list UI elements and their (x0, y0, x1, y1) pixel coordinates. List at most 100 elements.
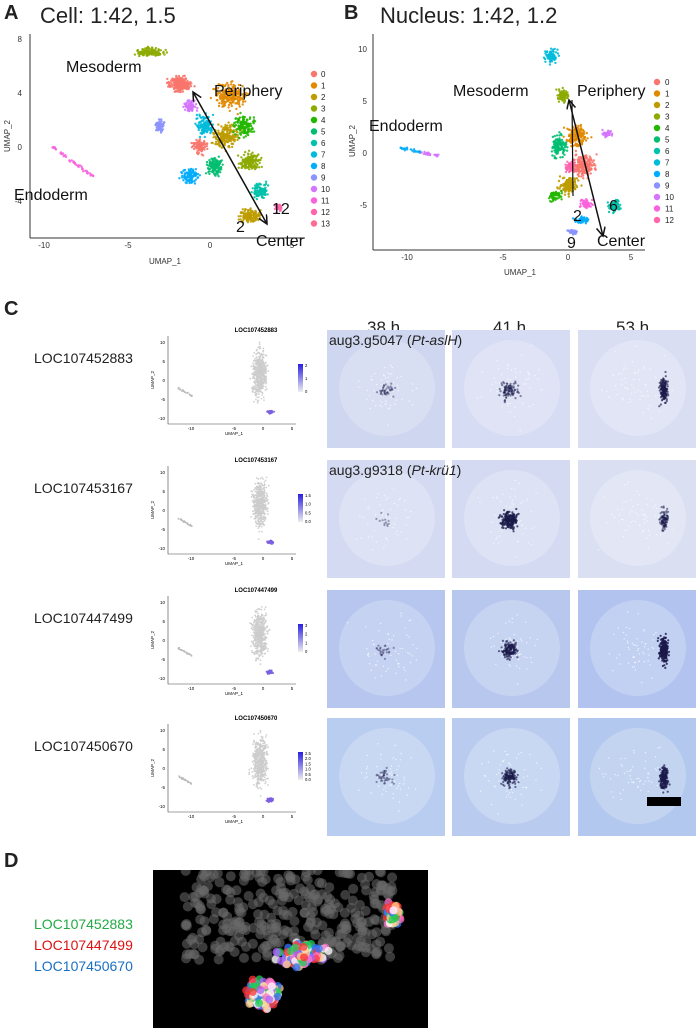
panel-c-letter: C (4, 298, 19, 320)
panel-a-title: Cell: 1:42, 1.5 (40, 3, 176, 28)
b-cluster2-label: 2 (573, 208, 582, 225)
b-xtick: -5 (499, 253, 507, 262)
c-colorbar-tick: 2 (305, 363, 308, 368)
c-mini-xlabel: UMAP_1 (225, 819, 244, 824)
c-mini-ytick: 5 (162, 619, 165, 624)
b-ytick: -5 (360, 201, 368, 210)
d-gene-label-red: LOC107447499 (34, 937, 133, 953)
panel-b-point-cloud (399, 47, 622, 236)
b-mesoderm-label: Mesoderm (453, 83, 529, 100)
c-mini-xtick: 5 (291, 556, 294, 561)
c-mini-ytick: 10 (160, 728, 166, 733)
c-probe-id: aug3.g5047 ( (329, 332, 412, 348)
panel-d-letter: D (4, 850, 19, 872)
b-legend-label: 12 (665, 216, 674, 225)
b-legend-label: 4 (665, 124, 670, 133)
b-legend-label: 5 (665, 136, 670, 145)
b-legend-label: 2 (665, 101, 670, 110)
c-feature-plot: LOC107450670 10 5 0 -5 -10 -10 -5 0 5 UMAP_1 UMAP_2… (150, 716, 311, 824)
c-mini-ytick: 5 (162, 359, 165, 364)
a-ytick: 8 (18, 35, 23, 44)
a-legend-label: 1 (321, 82, 326, 91)
b-legend-label: 6 (665, 147, 670, 156)
c-colorbar-tick: 0.0 (305, 519, 311, 524)
c-mini-xtick: 0 (262, 686, 265, 691)
scale-bar (647, 797, 681, 806)
a-legend-label: 6 (321, 139, 326, 148)
c-mini-xtick: 5 (291, 814, 294, 819)
c-in-situ-photo (327, 590, 445, 708)
panel-d-overlay-image (153, 870, 428, 1028)
a-legend-label: 5 (321, 128, 326, 137)
c-mini-ytick: 10 (160, 600, 166, 605)
a-xlabel: UMAP_1 (149, 257, 182, 266)
c-colorbar-tick: 2 (305, 632, 308, 637)
panel-b-umap: 10 5 0 -5 -10 -5 0 5 UMAP_1 UMAP_2 Mesod… (348, 34, 674, 277)
c-mini-ylabel: UMAP_2 (150, 501, 155, 520)
c-probe-label: aug3.g5047 (Pt-aslH) (329, 332, 462, 348)
a-legend-label: 2 (321, 93, 326, 102)
c-mini-xtick: -5 (232, 814, 236, 819)
c-mini-ytick: -10 (158, 676, 165, 681)
c-mini-ytick: 0 (162, 508, 165, 513)
b-ytick: 10 (358, 45, 367, 54)
b-endoderm-label: Endoderm (369, 118, 443, 135)
b-legend-label: 8 (665, 170, 670, 179)
c-mini-ytick: -10 (158, 416, 165, 421)
a-xtick: -5 (124, 241, 132, 250)
c-mini-xlabel: UMAP_1 (225, 691, 244, 696)
c-mini-xtick: -10 (188, 556, 195, 561)
c-feature-plot-title: LOC107452883 (235, 328, 278, 334)
c-mini-xtick: 5 (291, 426, 294, 431)
a-mesoderm-label: Mesoderm (66, 59, 142, 76)
c-mini-xtick: 0 (262, 426, 265, 431)
a-endoderm-label: Endoderm (14, 187, 88, 204)
c-mini-xlabel: UMAP_1 (225, 561, 244, 566)
c-probe-gene: Pt-krü1 (411, 462, 457, 478)
c-mini-ylabel: UMAP_2 (150, 371, 155, 390)
a-legend-label: 3 (321, 105, 326, 114)
b-legend-label: 1 (665, 90, 670, 99)
a-trajectory-arrow (193, 92, 267, 224)
c-mini-ytick: 0 (162, 766, 165, 771)
c-mini-xtick: 0 (262, 556, 265, 561)
b-trajectory-arrow-1 (569, 100, 603, 236)
c-in-situ-photo (578, 718, 696, 836)
a-legend-label: 12 (321, 208, 330, 217)
c-colorbar-tick: 3 (305, 623, 308, 628)
c-mini-ytick: -10 (158, 804, 165, 809)
c-gene-label: LOC107453167 (34, 480, 133, 496)
b-trajectory-arrow-2 (571, 99, 574, 197)
a-ytick: 0 (18, 143, 23, 152)
c-colorbar-tick: 1 (305, 376, 308, 381)
c-colorbar-tick: 1 (305, 640, 308, 645)
c-feature-plot-title: LOC107453167 (235, 458, 278, 464)
b-periphery-label: Periphery (577, 83, 645, 100)
c-mini-ytick: -5 (161, 397, 165, 402)
c-feature-plot: LOC107453167 10 5 0 -5 -10 -10 -5 0 5 UMAP_1 UMAP_2… (150, 458, 311, 566)
c-colorbar-tick: 0.5 (305, 772, 311, 777)
c-feature-plot-title: LOC107447499 (235, 588, 278, 594)
a-xtick: -10 (38, 241, 50, 250)
c-in-situ-photo (578, 460, 696, 578)
c-colorbar-tick: 1.0 (305, 502, 311, 507)
a-ylabel: UMAP_2 (3, 119, 12, 152)
c-mini-ytick: -10 (158, 546, 165, 551)
b-xlabel: UMAP_1 (504, 268, 537, 277)
c-mini-xtick: -5 (232, 556, 236, 561)
a-legend-label: 11 (321, 197, 330, 206)
c-in-situ-photo (327, 460, 445, 578)
b-cluster6-label: 6 (609, 198, 618, 215)
a-cluster2-label: 2 (236, 219, 245, 236)
b-xtick: 0 (566, 253, 571, 262)
panel-a-letter: A (4, 2, 19, 24)
c-mini-xtick: -5 (232, 686, 236, 691)
c-mini-xtick: -10 (188, 426, 195, 431)
c-mini-ytick: -5 (161, 785, 165, 790)
c-in-situ-photo (327, 718, 445, 836)
c-probe-id: aug3.g9318 ( (329, 462, 412, 478)
c-mini-ytick: 0 (162, 378, 165, 383)
c-in-situ-photo (578, 590, 696, 708)
a-xtick: 0 (208, 241, 213, 250)
